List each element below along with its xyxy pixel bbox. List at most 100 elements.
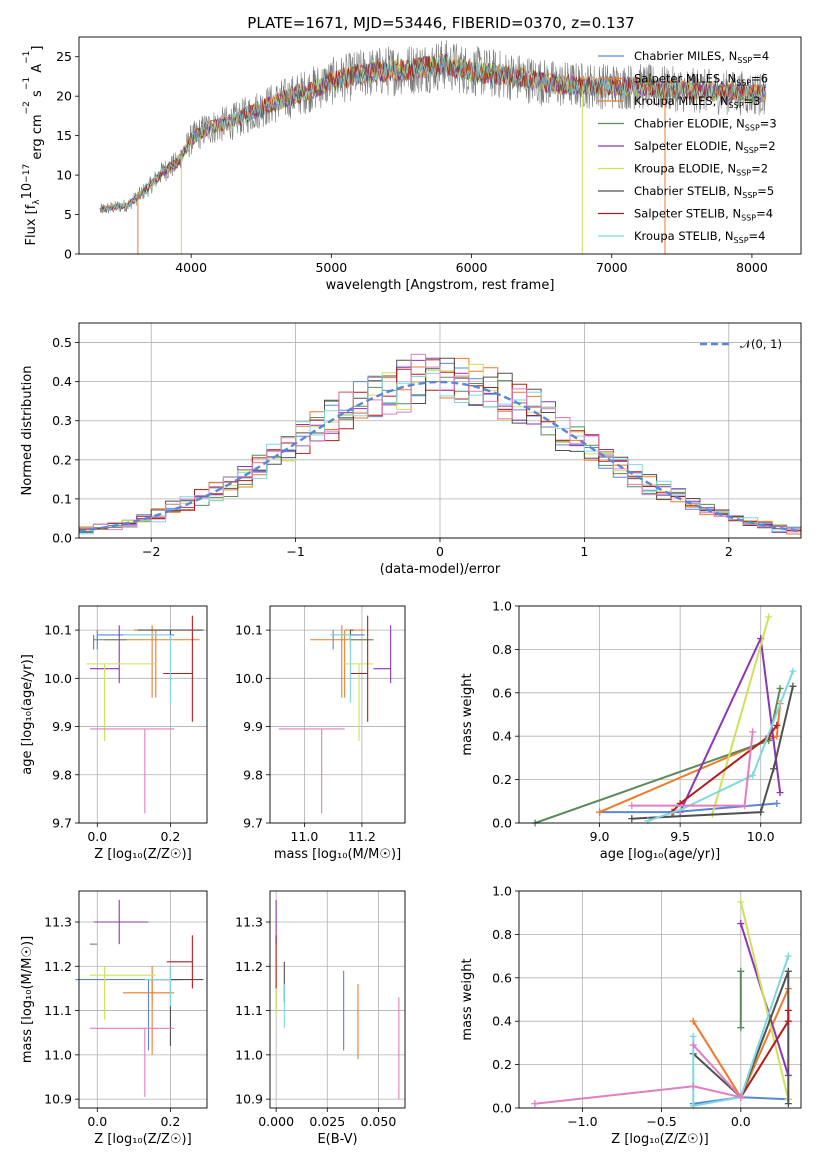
errorbar-point	[344, 663, 374, 742]
y-tick-label: 10.9	[235, 1092, 263, 1107]
spectrum-panel: 4000 5000 6000 7000 8000 0 5 10 15 20 25 wavelength…	[20, 36, 802, 293]
mass-vs-ebv-panel: 0.000 0.025 0.050 10.9 11.0 11.1 11.2 11.3 E(B-V…	[235, 890, 406, 1147]
x-tick-label: 1	[580, 544, 588, 559]
legend-subscript: SSP	[736, 79, 751, 88]
y-label-part: −2	[22, 101, 32, 114]
residual-histogram-panel: −2 −1 0 1 2 0.0 0.1 0.2 0.3 0.4 0.5 (data-model)/er…	[20, 322, 802, 577]
y-tick-label: 9.7	[243, 816, 263, 831]
weight-lines	[531, 613, 797, 827]
plus-marker	[776, 684, 784, 692]
x-tick-label: 0.000	[258, 1114, 294, 1129]
y-tick-label: 0.8	[492, 927, 512, 942]
errorbar-point	[89, 1027, 175, 1097]
error-bars	[75, 899, 204, 1097]
y-tick-label: 11.2	[235, 959, 263, 974]
y-tick-label: 0.0	[52, 531, 72, 546]
axes-frame	[269, 890, 406, 1109]
x-ticks: 0.0 0.2	[87, 823, 180, 844]
y-tick-label: 0.6	[492, 970, 512, 985]
legend-count: =4	[752, 49, 769, 63]
errorbar-point	[166, 935, 193, 989]
y-tick-label: 0	[64, 247, 72, 262]
legend-entry: Kroupa MILES, NSSP=3	[634, 94, 760, 110]
axes-frame	[518, 605, 802, 824]
legend-entry: Chabrier STELIB, NSSP=5	[634, 184, 774, 200]
errorbar-point	[89, 966, 156, 1020]
errorbar-point	[151, 979, 182, 1002]
y-axis-label: mass [log₁₀(M/M☉)]	[20, 936, 35, 1063]
x-axis-label: Z [log₁₀(Z/Z☉)]	[94, 1132, 191, 1147]
y-tick-label: 11.3	[235, 915, 263, 930]
plus-marker	[741, 802, 749, 810]
y-tick-label: 0.4	[52, 374, 72, 389]
plus-marker	[689, 1017, 697, 1025]
y-tick-label: 0.3	[52, 413, 72, 428]
x-axis-label: E(B-V)	[317, 1132, 357, 1147]
x-tick-label: −0.5	[646, 1114, 676, 1129]
age-vs-metallicity-panel: 0.0 0.2 9.7 9.8 9.9 10.0 10.1 Z [log₁₀(Z/Z☉)] ag…	[20, 605, 208, 862]
age-vs-mass-panel: 11.0 11.2 9.7 9.8 9.9 10.0 10.1 mass [log₁₀(M/M…	[235, 605, 406, 862]
plus-marker	[628, 802, 636, 810]
x-axis-label: (data-model)/error	[380, 562, 501, 577]
model-spectrum-line	[102, 56, 766, 212]
mass-vs-metallicity-panel: 0.0 0.2 10.9 11.0 11.1 11.2 11.3 Z [log₁₀(Z/Z☉)…	[20, 890, 208, 1147]
plus-marker	[784, 1100, 792, 1108]
y-tick-label: 0.2	[52, 452, 72, 467]
y-tick-label: 0.6	[492, 685, 512, 700]
legend-entry: Chabrier ELODIE, NSSP=3	[634, 117, 777, 133]
y-tick-label: 9.8	[52, 767, 72, 782]
weight-series	[737, 967, 745, 1032]
plus-marker	[784, 967, 792, 975]
x-tick-label: 6000	[456, 260, 488, 275]
x-tick-label: 7000	[596, 260, 628, 275]
y-ticks: 10.9 11.0 11.1 11.2 11.3	[235, 915, 270, 1107]
x-tick-label: 11.0	[291, 829, 319, 844]
y-ticks: 9.7 9.8 9.9 10.0 10.1	[235, 623, 270, 831]
weight-line	[647, 670, 794, 822]
normal-curve	[78, 380, 802, 533]
legend-name: Salpeter MILES, N	[634, 72, 736, 86]
plus-marker	[737, 898, 745, 906]
grid-lines	[270, 606, 405, 824]
y-ticks: 10.9 11.0 11.1 11.2 11.3	[44, 915, 79, 1107]
y-label-part: ]	[30, 46, 45, 51]
plus-marker	[773, 799, 781, 807]
x-ticks: −1.0 −0.5 0.0	[567, 1108, 751, 1129]
grid-lines	[270, 891, 405, 1108]
y-ticks: 0.0 0.2 0.4 0.6 0.8 1.0	[492, 884, 519, 1116]
x-ticks: 11.0 11.2	[291, 823, 376, 844]
x-tick-label: 0.0	[731, 1114, 751, 1129]
plus-marker	[770, 765, 778, 773]
y-tick-label: 5	[64, 207, 72, 222]
plus-marker	[789, 667, 797, 675]
y-tick-label: 0.4	[492, 729, 512, 744]
y-label-part: A	[30, 64, 45, 77]
weight-series	[531, 1041, 745, 1108]
plus-marker	[776, 789, 784, 797]
legend-entry: Kroupa ELODIE, NSSP=2	[634, 162, 768, 178]
weight-series	[628, 728, 757, 810]
errorbar-point	[163, 615, 193, 722]
x-ticks: 4000 5000 6000 7000 8000	[175, 254, 768, 275]
y-tick-label: 0.4	[492, 1014, 512, 1029]
plus-marker	[765, 613, 773, 621]
plus-marker	[689, 1082, 697, 1090]
legend-subscript: SSP	[736, 169, 751, 178]
legend-name: Chabrier STELIB, N	[634, 184, 742, 198]
y-tick-label: 11.1	[235, 1003, 263, 1018]
x-tick-label: 9.0	[590, 829, 610, 844]
errorbar-point	[122, 634, 171, 703]
y-tick-label: 1.0	[492, 884, 512, 899]
legend-name: Salpeter ELODIE, N	[634, 139, 744, 153]
legend: 𝒩(0, 1)	[700, 337, 782, 351]
errorbar-point	[373, 625, 392, 684]
axes-frame	[78, 605, 208, 824]
plus-marker	[737, 967, 745, 975]
errorbar-point	[278, 728, 345, 814]
plus-marker	[773, 721, 781, 729]
axes-frame	[518, 890, 802, 1109]
x-tick-label: 8000	[736, 260, 768, 275]
legend-count: =6	[751, 72, 768, 86]
legend-count: =2	[751, 162, 768, 176]
